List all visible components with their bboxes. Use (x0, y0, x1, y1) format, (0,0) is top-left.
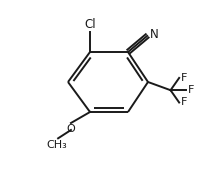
Text: O: O (67, 124, 75, 134)
Text: N: N (150, 28, 159, 41)
Text: CH₃: CH₃ (47, 140, 68, 150)
Text: Cl: Cl (84, 18, 96, 31)
Text: F: F (181, 73, 187, 83)
Text: F: F (188, 85, 194, 95)
Text: F: F (181, 98, 187, 108)
